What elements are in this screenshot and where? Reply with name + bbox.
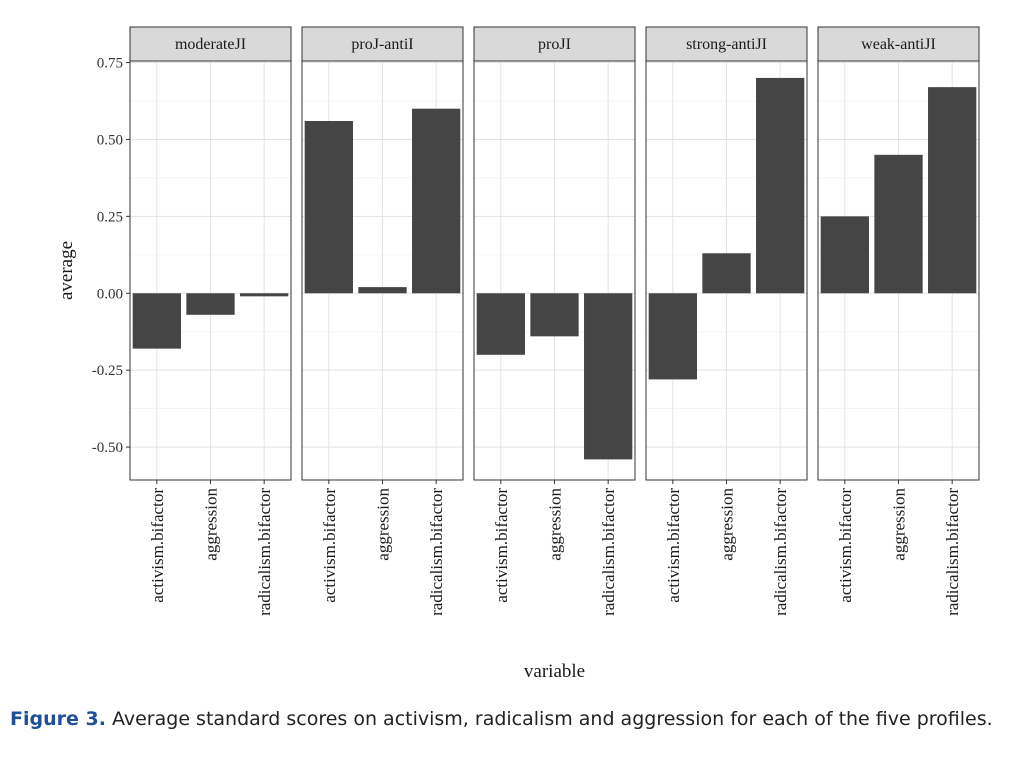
caption-label: Figure 3.	[10, 708, 106, 730]
x-tick-label: activism.bifactor	[492, 488, 511, 603]
x-tick-label: activism.bifactor	[148, 488, 167, 603]
panel-border	[645, 60, 808, 481]
x-tick-label: aggression	[374, 488, 393, 561]
facet-label: weak-antiJI	[861, 36, 936, 53]
bar-weak-antiJI-radicalism.bifactor	[928, 87, 977, 294]
bar-proJI-aggression	[530, 293, 579, 337]
bar-proJ-antiI-aggression	[358, 287, 407, 294]
x-tick-label: radicalism.bifactor	[427, 488, 446, 616]
facet-strip	[129, 26, 292, 62]
facet-strip	[301, 26, 464, 62]
x-axis-title: variable	[524, 661, 585, 682]
x-tick-label: radicalism.bifactor	[599, 488, 618, 616]
x-tick-label: radicalism.bifactor	[771, 488, 790, 616]
y-tick-label: 0.00	[97, 286, 123, 302]
bar-moderateJI-radicalism.bifactor	[240, 293, 289, 297]
bar-proJI-radicalism.bifactor	[584, 293, 633, 460]
facet-strip	[473, 26, 636, 62]
faceted-bar-chart: moderateJI activism.bifactor aggression rad…	[56, 26, 980, 682]
x-tick-label: activism.bifactor	[836, 488, 855, 603]
bar-proJ-antiI-activism.bifactor	[304, 120, 353, 294]
facet-strip	[645, 26, 808, 62]
bar-proJI-activism.bifactor	[476, 293, 525, 355]
y-tick-label: -0.25	[92, 363, 123, 379]
bar-moderateJI-aggression	[186, 293, 235, 315]
caption-text: Average standard scores on activism, rad…	[111, 708, 993, 730]
panel-border	[473, 60, 636, 481]
panel-border	[301, 60, 464, 481]
y-tick-label: 0.25	[97, 209, 123, 225]
y-axis-title: average	[56, 241, 77, 300]
y-tick-label: 0.50	[97, 132, 123, 148]
x-tick-label: aggression	[546, 488, 565, 561]
facet-strip	[817, 26, 980, 62]
x-tick-label: radicalism.bifactor	[255, 488, 274, 616]
x-tick-label: activism.bifactor	[320, 488, 339, 603]
bar-strong-antiJI-aggression	[702, 253, 751, 294]
facet-label: strong-antiJI	[686, 36, 767, 53]
bar-proJ-antiI-radicalism.bifactor	[412, 108, 461, 294]
x-tick-label: activism.bifactor	[664, 488, 683, 603]
facet-label: moderateJI	[175, 36, 246, 53]
bar-strong-antiJI-radicalism.bifactor	[756, 77, 805, 294]
bar-weak-antiJI-activism.bifactor	[820, 216, 869, 294]
bar-moderateJI-activism.bifactor	[132, 293, 181, 349]
facet-label: proJ-antiI	[351, 36, 413, 53]
panel-border	[817, 60, 980, 481]
y-tick-label: 0.75	[97, 56, 123, 72]
x-tick-label: aggression	[718, 488, 737, 561]
x-tick-label: radicalism.bifactor	[943, 488, 962, 616]
bar-weak-antiJI-aggression	[874, 154, 923, 294]
y-tick-label: -0.50	[92, 440, 123, 456]
x-tick-label: aggression	[202, 488, 221, 561]
facet-label: proJI	[538, 36, 571, 53]
figure-caption: Figure 3. Average standard scores on act…	[10, 706, 1030, 732]
panel-border	[129, 60, 292, 481]
x-tick-label: aggression	[890, 488, 909, 561]
bar-strong-antiJI-activism.bifactor	[648, 293, 697, 380]
